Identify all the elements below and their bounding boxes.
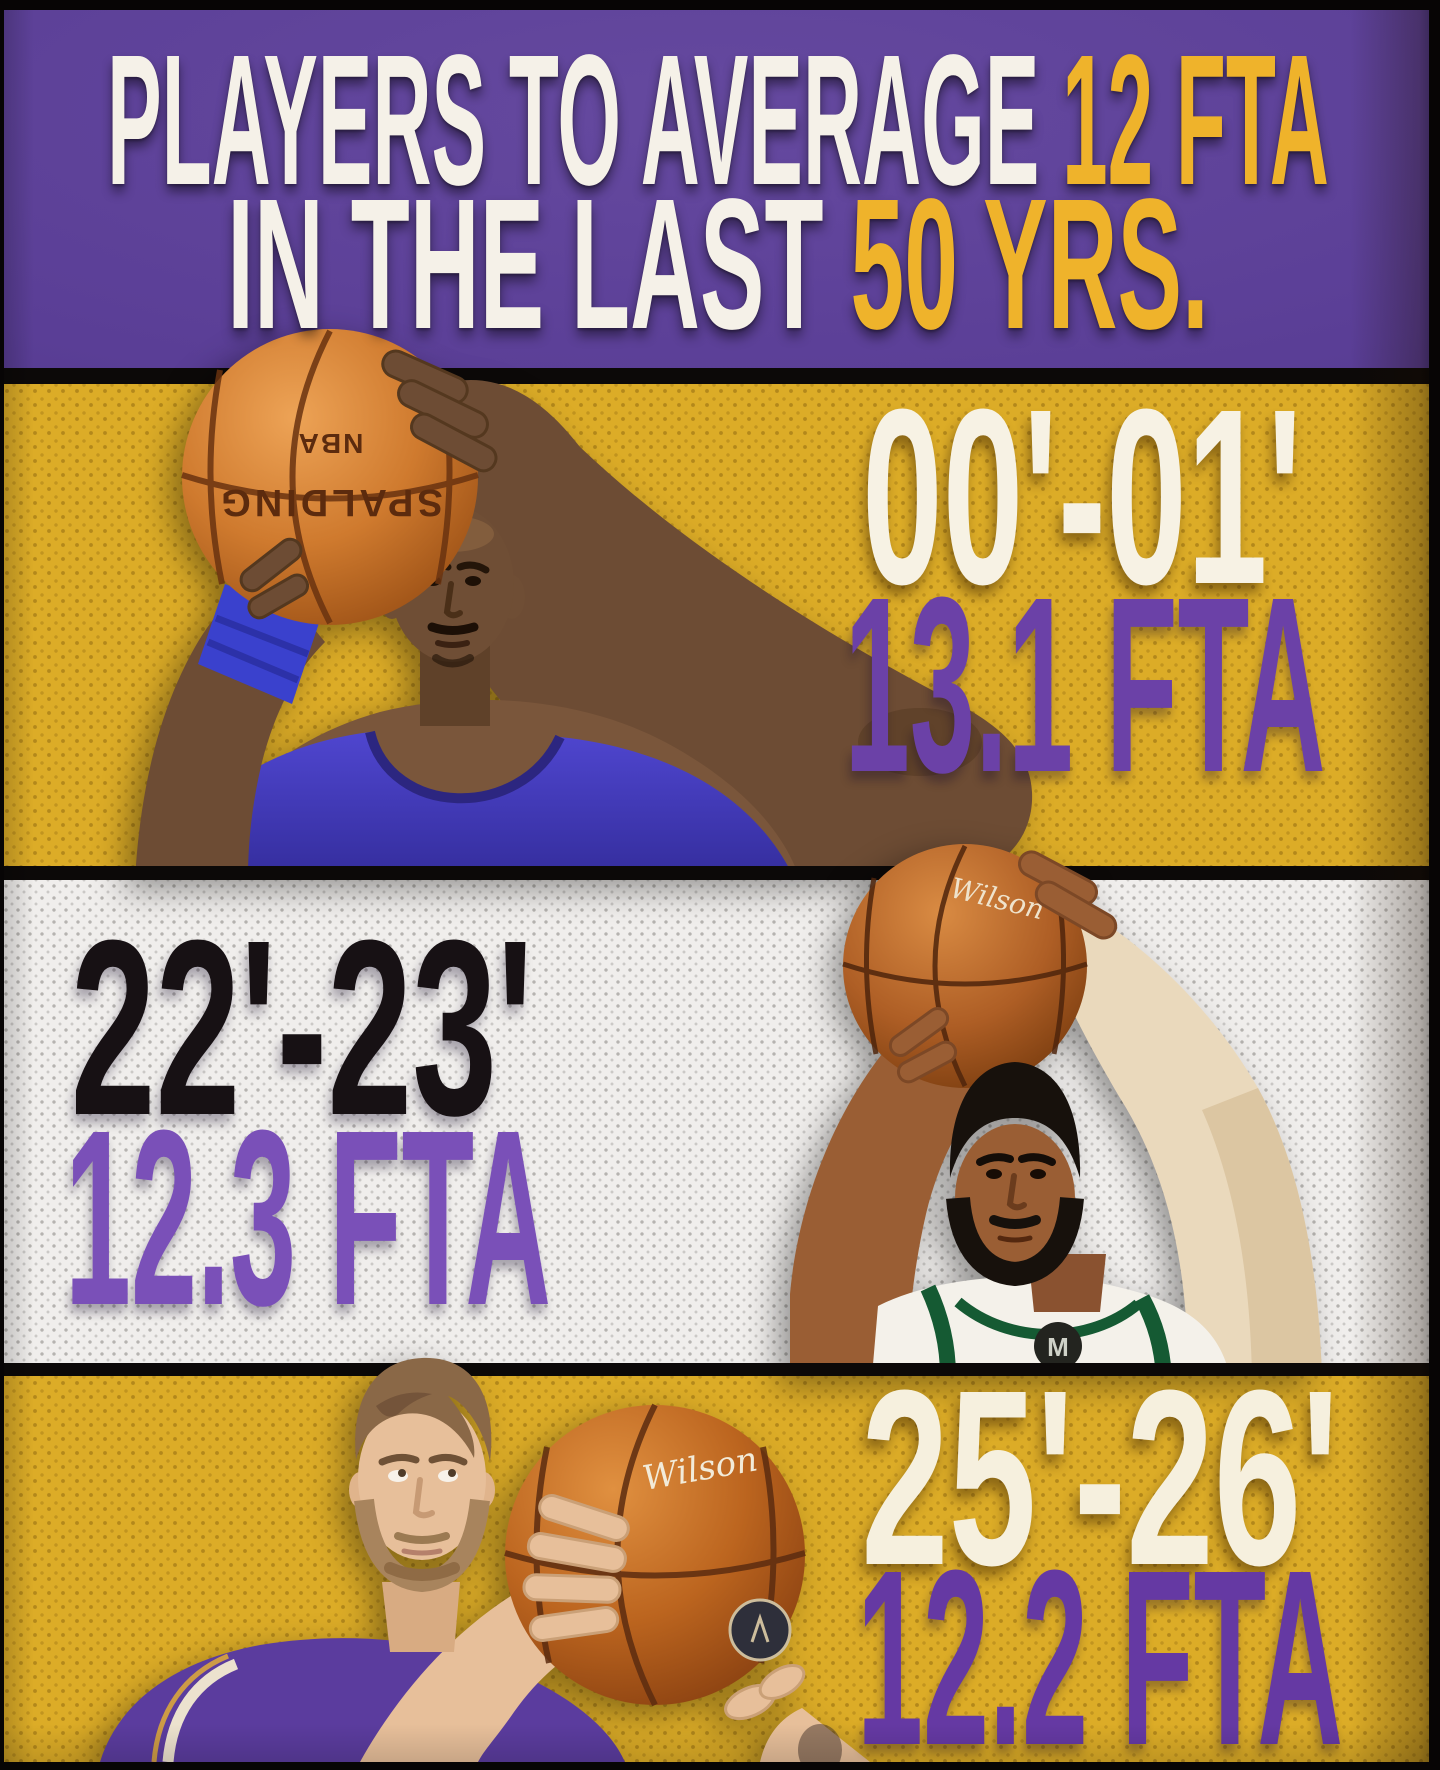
player-photo-giannis: Wilson M <box>790 844 1322 1376</box>
ball-label-nba: NBA <box>297 428 364 459</box>
headline-line-2: IN THE LAST 50 YRS. <box>0 172 1440 358</box>
giannis-figure: Wilson M <box>790 844 1322 1376</box>
section1-fta: 13.1 FTA <box>844 545 1326 824</box>
headline-line2-gold: 50 YRS. <box>850 161 1209 368</box>
headline-line2-white: IN THE LAST <box>227 161 824 368</box>
section2-fta: 12.3 FTA <box>64 1078 552 1357</box>
frame-left <box>0 0 4 1770</box>
section3-fta: 12.2 FTA <box>856 1518 1344 1770</box>
frame-top <box>0 0 1440 10</box>
ball-brand-spalding: SPALDING <box>217 481 443 523</box>
frame-right <box>1429 0 1440 1770</box>
frame-bottom <box>0 1762 1440 1770</box>
